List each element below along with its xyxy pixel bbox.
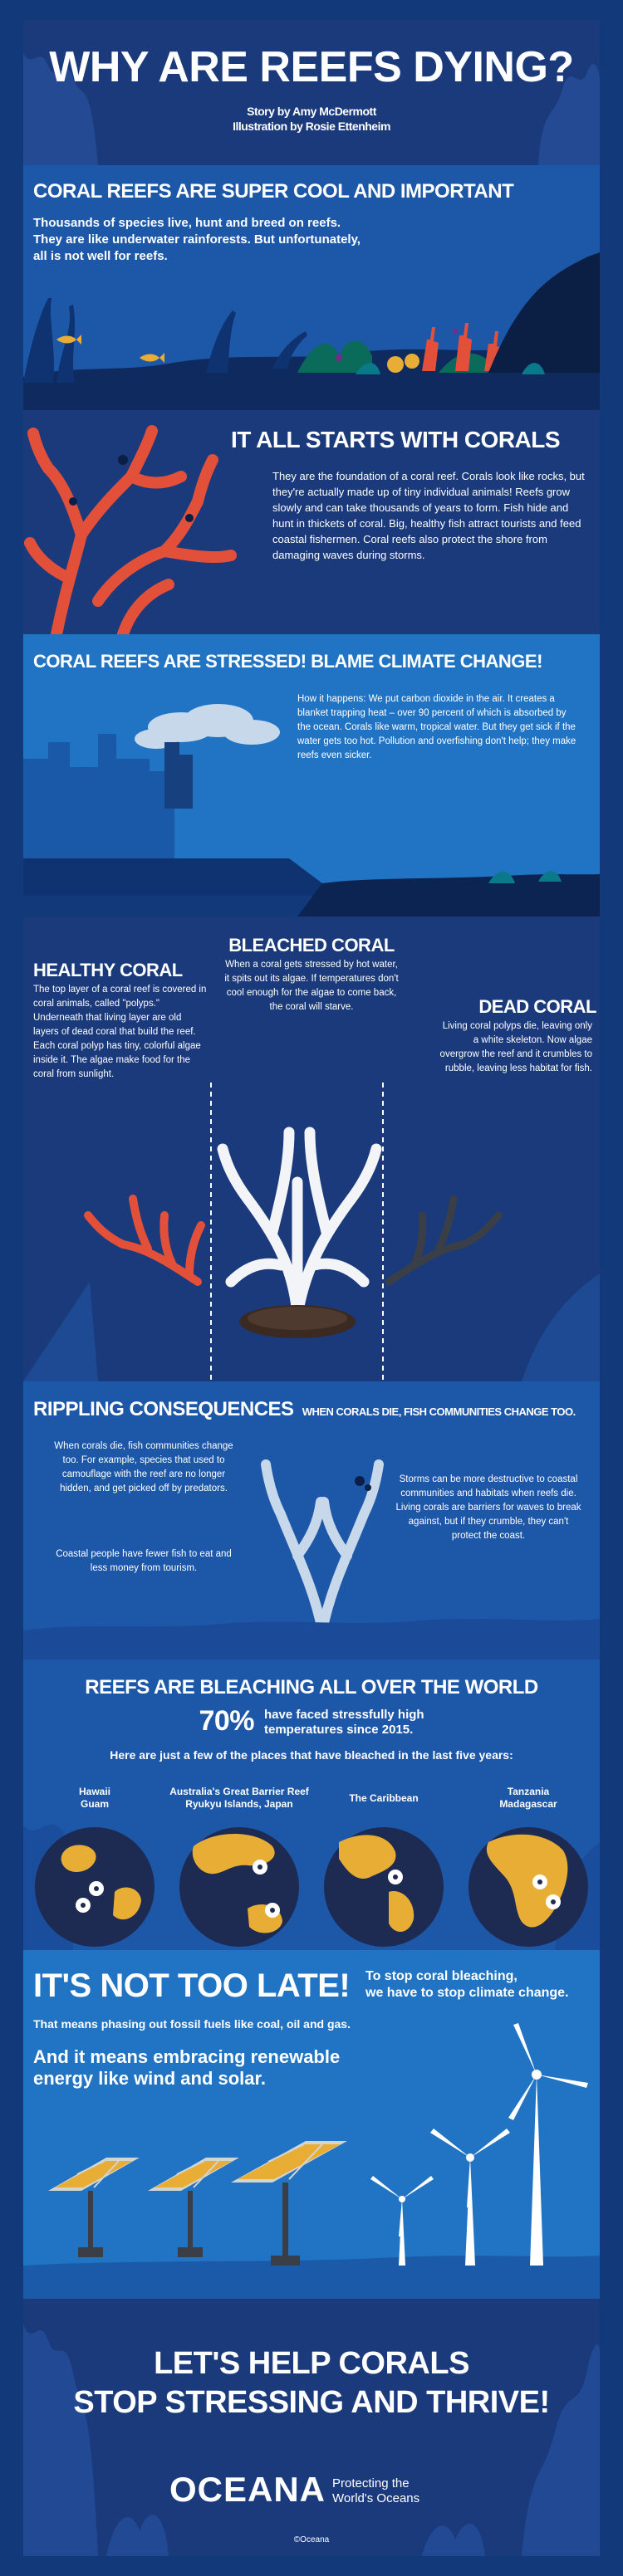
starts-with-corals-section: IT ALL STARTS WITH CORALS They are the f… — [23, 410, 600, 634]
bleaching-world-section: REEFS ARE BLEACHING ALL OVER THE WORLD 7… — [23, 1659, 600, 1950]
healthy-coral-heading: HEALTHY CORAL — [33, 960, 183, 980]
coral-states-section: BLEACHED CORAL When a coral gets stresse… — [23, 917, 600, 1381]
copyright: ©Oceana — [293, 2535, 330, 2544]
rippling-subheading: WHEN CORALS DIE, FISH COMMUNITIES CHANGE… — [302, 1405, 576, 1418]
rippling-heading-row: RIPPLING CONSEQUENCES WHEN CORALS DIE, F… — [33, 1398, 598, 1424]
section-heading-climate-change: CORAL REEFS ARE STRESSED! BLAME CLIMATE … — [33, 651, 542, 672]
bleaching-places-intro: Here are just a few of the places that h… — [110, 1748, 513, 1762]
rippling-left-text: When corals die, fish communities change… — [54, 1441, 233, 1493]
reefs-important-text-line-3: all is not well for reefs. — [33, 249, 168, 263]
oceana-tagline: Protecting the World's Oceans — [332, 2476, 419, 2506]
header-decoration — [23, 53, 600, 165]
page-title: WHY ARE REEFS DYING? — [49, 43, 574, 91]
climate-change-section: CORAL REEFS ARE STRESSED! BLAME CLIMATE … — [23, 634, 600, 917]
globes-illustration — [23, 1824, 600, 1950]
footer-section: LET'S HELP CORALS STOP STRESSING AND THR… — [23, 2299, 600, 2556]
place-1-line-2: Guam — [80, 1798, 109, 1810]
place-label-2: Australia's Great Barrier Reef Ryukyu Is… — [164, 1786, 314, 1811]
stat-text-line-1: have faced stressfully high — [264, 1708, 424, 1722]
not-too-late-big-line-2: energy like wind and solar. — [33, 2068, 266, 2089]
place-2-line-2: Ryukyu Islands, Japan — [185, 1798, 293, 1810]
section-heading-not-too-late: IT'S NOT TOO LATE! — [33, 1967, 351, 2004]
not-too-late-section: IT'S NOT TOO LATE! To stop coral bleachi… — [23, 1950, 600, 2299]
not-too-late-side-text: To stop coral bleaching, we have to stop… — [365, 1968, 598, 2002]
closing-line-1: LET'S HELP CORALS — [154, 2346, 469, 2381]
rippling-left-text-2: Coastal people have fewer fish to eat an… — [56, 1549, 232, 1573]
reefs-important-text-line-2: They are like underwater rainforests. Bu… — [33, 232, 361, 247]
place-label-4: Tanzania Madagascar — [470, 1786, 586, 1811]
bleached-coral-fish-illustration — [23, 1459, 600, 1659]
rippling-right-text: Storms can be more destructive to coasta… — [395, 1474, 581, 1541]
section-heading-starts-with-corals: IT ALL STARTS WITH CORALS — [231, 427, 561, 452]
stat-text-line-2: temperatures since 2015. — [264, 1723, 414, 1737]
reef-scene-illustration — [23, 252, 600, 410]
section-heading-rippling: RIPPLING CONSEQUENCES — [33, 1398, 294, 1420]
oceana-logo: OCEANA — [169, 2470, 326, 2509]
place-3-line-1: The Caribbean — [349, 1792, 419, 1804]
coral-states-illustration — [23, 917, 600, 1381]
place-2-line-1: Australia's Great Barrier Reef — [169, 1786, 309, 1797]
dead-coral-text: Living coral polyps die, leaving only a … — [439, 1021, 592, 1073]
header-section: WHY ARE REEFS DYING? Story by Amy McDerm… — [23, 20, 600, 165]
closing-line-2: STOP STRESSING AND THRIVE! — [73, 2385, 550, 2420]
oceana-tagline-line-2: World's Oceans — [332, 2491, 420, 2505]
not-too-late-side-line-1: To stop coral bleaching, — [365, 1969, 518, 1983]
starts-with-corals-text: They are the foundation of a coral reef.… — [272, 470, 585, 561]
footer-reef-silhouette — [23, 2324, 600, 2556]
byline-illustration: Illustration by Rosie Ettenheim — [233, 120, 390, 133]
healthy-coral-text: The top layer of a coral reef is covered… — [33, 985, 207, 1079]
reefs-important-text: Thousands of species live, hunt and bree… — [33, 215, 498, 265]
section-heading-reefs-important: CORAL REEFS ARE SUPER COOL AND IMPORTANT — [33, 180, 514, 203]
section-heading-bleaching-world: REEFS ARE BLEACHING ALL OVER THE WORLD — [85, 1676, 538, 1699]
place-label-3: The Caribbean — [326, 1792, 442, 1805]
not-too-late-side-line-2: we have to stop climate change. — [365, 1986, 569, 2000]
red-coral-illustration — [24, 425, 237, 634]
stat-percent: 70% — [199, 1705, 254, 1737]
oceana-tagline-line-1: Protecting the — [332, 2476, 410, 2490]
rippling-consequences-section: RIPPLING CONSEQUENCES WHEN CORALS DIE, F… — [23, 1381, 600, 1659]
bleached-coral-heading: BLEACHED CORAL — [228, 935, 395, 956]
reefs-important-text-line-1: Thousands of species live, hunt and bree… — [33, 216, 341, 230]
infographic-frame: WHY ARE REEFS DYING? Story by Amy McDerm… — [23, 20, 600, 2556]
place-label-1: Hawaii Guam — [37, 1786, 153, 1811]
byline-story: Story by Amy McDermott — [247, 105, 376, 118]
place-4-line-2: Madagascar — [499, 1798, 557, 1810]
not-too-late-text: That means phasing out fossil fuels like… — [33, 2017, 351, 2031]
not-too-late-big-text: And it means embracing renewable energy … — [33, 2046, 432, 2090]
place-1-line-1: Hawaii — [78, 1786, 110, 1797]
dead-coral-heading: DEAD CORAL — [478, 996, 596, 1017]
not-too-late-big-line-1: And it means embracing renewable — [33, 2046, 341, 2067]
stat-text: have faced stressfully high temperatures… — [264, 1708, 513, 1738]
renewables-illustration — [23, 2023, 600, 2299]
place-4-line-1: Tanzania — [507, 1786, 550, 1797]
reefs-important-section: CORAL REEFS ARE SUPER COOL AND IMPORTANT… — [23, 165, 600, 410]
bleached-coral-text: When a coral gets stressed by hot water,… — [224, 960, 399, 1012]
oceana-logo-block: OCEANA Protecting the World's Oceans — [169, 2470, 502, 2511]
city-smog-illustration — [23, 704, 600, 917]
climate-change-text: How it happens: We put carbon dioxide in… — [297, 694, 576, 760]
